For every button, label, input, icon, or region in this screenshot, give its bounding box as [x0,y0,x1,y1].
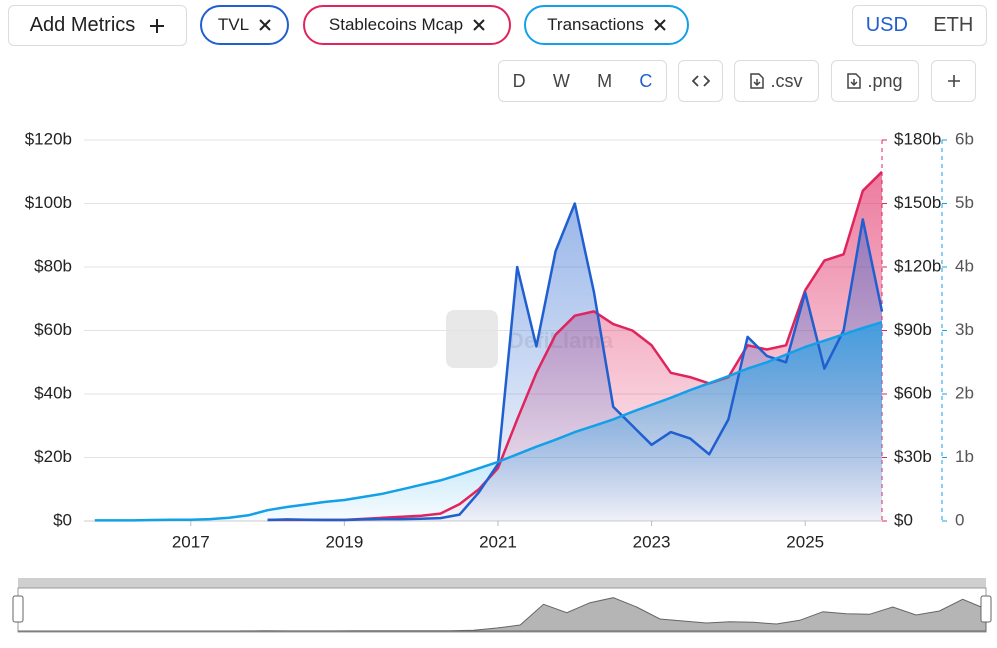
metric-name: Stablecoins Mcap [328,15,464,34]
currency-option[interactable]: USD [865,14,908,36]
metric-name: Transactions [547,15,644,34]
brush-frame [17,587,987,633]
watermark-text: DefiLlama [508,328,614,353]
y3-tick-label: 5b [955,193,974,212]
brush-bar[interactable] [18,578,986,588]
y2-tick-label: $180b [894,129,941,148]
y3-tick-label: 3b [955,320,974,339]
brush-handle[interactable] [980,595,992,623]
code-icon [691,75,710,87]
x-tick-label: 2019 [325,532,363,551]
embed-button[interactable] [678,60,723,102]
metric-chip[interactable]: Transactions [524,5,689,45]
y2-tick-label: $0 [894,510,913,529]
y2-tick-label: $30b [894,447,932,466]
png-button[interactable]: .png [831,60,919,102]
x-tick-label: 2023 [633,532,671,551]
file-icon [750,73,765,89]
y2-tick-label: $150b [894,193,941,212]
y2-tick-label: $90b [894,320,932,339]
currency-option[interactable]: ETH [933,14,974,36]
csv-button[interactable]: .csv [734,60,819,102]
metric-chip[interactable]: TVL [200,5,289,45]
y3-tick-label: 0 [955,510,964,529]
series-line [267,202,884,522]
file-icon [847,73,862,89]
x-tick-label: 2021 [479,532,517,551]
png-label: .png [867,70,903,91]
y-tick-label: $120b [25,129,72,148]
x-tick-label: 2017 [172,532,210,551]
y3-tick-label: 1b [955,447,974,466]
y2-tick-label: $120b [894,256,941,275]
close-icon [473,19,485,31]
y3-tick-label: 4b [955,256,974,275]
plus-icon [947,75,960,87]
series-area [267,203,882,521]
y-tick-label: $0 [53,510,72,529]
y2-tick-label: $60b [894,383,932,402]
metric-chip[interactable]: Stablecoins Mcap [303,5,511,45]
plus-icon [150,18,165,33]
close-icon [259,19,271,31]
y-tick-label: $40b [34,383,72,402]
y-tick-label: $100b [25,193,72,212]
brush-handle[interactable] [12,595,24,623]
more-button[interactable] [931,60,976,102]
period-option[interactable]: W [552,70,570,91]
y-tick-label: $20b [34,447,72,466]
csv-label: .csv [770,70,803,91]
series-area [267,171,882,522]
series-area [94,322,883,521]
x-tick-label: 2025 [786,532,824,551]
currency-toggle: USD ETH [852,5,987,46]
brush-area [239,597,987,632]
period-option[interactable]: M [597,70,613,91]
metric-name: TVL [217,15,250,34]
period-toggle: D W M C [498,60,667,102]
y-tick-label: $80b [34,256,72,275]
add-metrics-button[interactable]: Add Metrics [8,5,187,46]
y3-tick-label: 6b [955,129,974,148]
y3-tick-label: 2b [955,383,974,402]
series-line [267,170,883,522]
period-option[interactable]: C [639,70,653,91]
y-tick-label: $60b [34,320,72,339]
period-option[interactable]: D [512,70,526,91]
add-metrics-label: Add Metrics [29,14,136,36]
series-line [94,321,883,522]
close-icon [654,19,666,31]
watermark: DefiLlama [446,310,614,368]
